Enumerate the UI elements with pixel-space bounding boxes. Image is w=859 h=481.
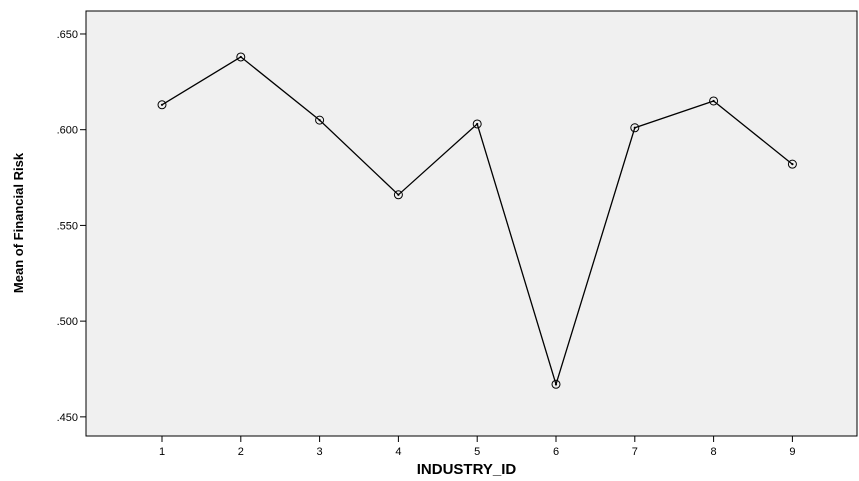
x-tick-label: 3 [317, 446, 323, 458]
data-point [787, 159, 797, 169]
data-point [709, 96, 719, 106]
data-point-center [397, 193, 400, 196]
data-point [315, 115, 325, 125]
data-point-center [239, 55, 242, 59]
data-point-center [476, 122, 479, 126]
data-point [157, 100, 167, 110]
data-point-center [318, 119, 321, 122]
data-point-center [633, 126, 636, 129]
x-axis-title: INDUSTRY_ID [417, 461, 517, 478]
x-tick-label: 7 [632, 446, 638, 458]
x-tick-label: 1 [159, 446, 165, 458]
data-point-center [160, 103, 164, 106]
x-tick-label: 8 [711, 446, 717, 458]
y-axis: .450 .500 .550 .600 .650 [57, 29, 86, 424]
x-tick-label: 9 [789, 446, 795, 458]
x-tick-label: 4 [395, 446, 401, 458]
data-point [236, 52, 246, 62]
y-tick-label: .550 [57, 220, 78, 232]
data-point [393, 190, 403, 200]
x-axis: 1 2 3 4 5 6 7 8 9 [159, 436, 795, 458]
y-tick-label: .600 [57, 125, 78, 137]
data-point [472, 119, 482, 129]
data-point [630, 123, 640, 133]
series-markers [157, 52, 797, 389]
y-tick-label: .650 [57, 29, 78, 41]
plot-area [85, 10, 858, 437]
data-point-center [554, 383, 558, 386]
data-point-center [791, 163, 794, 166]
data-point-center [712, 99, 715, 103]
y-tick-label: .500 [57, 316, 78, 328]
x-tick-label: 2 [238, 446, 244, 458]
x-tick-label: 6 [553, 446, 559, 458]
data-point [551, 379, 561, 389]
x-tick-label: 5 [474, 446, 480, 458]
y-tick-label: .450 [57, 412, 78, 424]
y-axis-title: Mean of Financial Risk [11, 152, 26, 293]
